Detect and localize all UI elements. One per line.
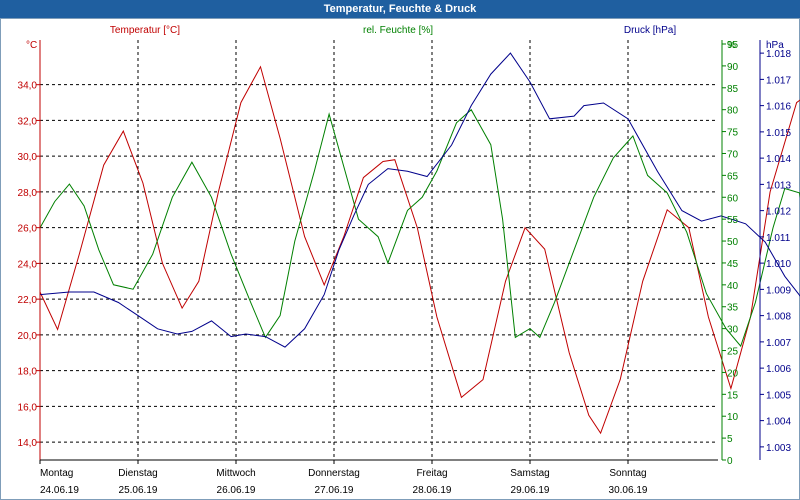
- legend-temperature: Temperatur [°C]: [110, 25, 180, 36]
- pressure-tick-label: 1.011: [766, 233, 791, 244]
- grid-lines: [40, 40, 718, 460]
- temperature-line: [39, 65, 800, 435]
- day-date-label: 25.06.19: [119, 485, 158, 496]
- legend-humidity: rel. Feuchte [%]: [363, 25, 433, 36]
- humidity-tick-label: 45: [727, 259, 739, 270]
- day-name-label: Dienstag: [118, 468, 157, 479]
- day-name-label: Donnerstag: [308, 468, 360, 479]
- humidity-tick-label: 70: [727, 149, 739, 160]
- legend: Temperatur [°C] rel. Feuchte [%] Druck [hP…: [110, 25, 676, 36]
- humidity-tick-label: 20: [727, 368, 739, 379]
- temp-tick-label: 28,0: [18, 188, 38, 199]
- pressure-tick-label: 1.015: [766, 128, 791, 139]
- legend-pressure: Druck [hPa]: [624, 25, 676, 36]
- humidity-tick-label: 95: [727, 40, 739, 51]
- humidity-tick-label: 30: [727, 325, 739, 336]
- time-axis: Montag 24.06.19 Dienstag 25.06.19 Mittwoch 26…: [39, 459, 718, 496]
- temp-tick-label: 32,0: [18, 116, 38, 127]
- chart-title: Temperatur, Feuchte & Druck: [0, 0, 800, 18]
- pressure-tick-label: 1.005: [766, 390, 791, 401]
- humidity-line: [39, 108, 800, 348]
- humidity-tick-label: 10: [727, 412, 739, 423]
- humidity-axis: 0 5 10 15 20 25 30 35 40 45 50 55 60 65 70 75 80 85 90 95%: [721, 40, 739, 467]
- humidity-tick-label: 35: [727, 303, 739, 314]
- humidity-tick-label: 55: [727, 215, 739, 226]
- pressure-tick-label: 1.007: [766, 338, 791, 349]
- temp-tick-label: 16,0: [18, 402, 38, 413]
- humidity-tick-label: 50: [727, 237, 739, 248]
- humidity-tick-label: 65: [727, 171, 739, 182]
- pressure-tick-label: 1.010: [766, 259, 791, 270]
- temp-tick-label: 26,0: [18, 224, 38, 235]
- humidity-tick-label: 75: [727, 128, 739, 139]
- humidity-tick-label: 90: [727, 62, 739, 73]
- humidity-tick-label: 25: [727, 347, 739, 358]
- pressure-unit-label: hPa: [766, 40, 784, 51]
- day-date-label: 30.06.19: [609, 485, 648, 496]
- pressure-tick-label: 1.003: [766, 443, 791, 454]
- pressure-tick-label: 1.018: [766, 49, 791, 60]
- temp-tick-label: 30,0: [18, 152, 38, 163]
- pressure-tick-label: 1.012: [766, 207, 791, 218]
- day-name-label: Freitag: [416, 468, 447, 479]
- day-name-label: Samstag: [510, 468, 549, 479]
- day-date-label: 27.06.19: [315, 485, 354, 496]
- pressure-tick-label: 1.016: [766, 102, 791, 113]
- series-layer: [39, 52, 800, 435]
- temp-tick-label: 24,0: [18, 259, 38, 270]
- temperature-axis: 14,0 16,0 18,0 20,0 22,0 24,0 26,0 28,0 30,0 32,0…: [18, 40, 41, 460]
- pressure-tick-label: 1.009: [766, 285, 791, 296]
- humidity-tick-label: 15: [727, 390, 739, 401]
- day-name-label: Montag: [40, 468, 73, 479]
- temp-tick-label: 18,0: [18, 367, 38, 378]
- day-name-label: Sonntag: [609, 468, 646, 479]
- temp-tick-label: 14,0: [18, 438, 38, 449]
- pressure-axis: 1.003 1.004 1.005 1.006 1.007 1.008 1.009 1.010…: [759, 40, 791, 460]
- humidity-tick-label: 0: [727, 456, 733, 467]
- pressure-tick-label: 1.006: [766, 364, 791, 375]
- pressure-tick-label: 1.013: [766, 180, 791, 191]
- humidity-tick-label: 40: [727, 281, 739, 292]
- temp-tick-label: 22,0: [18, 295, 38, 306]
- pressure-line: [39, 52, 800, 348]
- humidity-unit-label: %: [727, 40, 736, 51]
- day-name-label: Mittwoch: [216, 468, 255, 479]
- day-date-label: 24.06.19: [40, 485, 79, 496]
- temp-tick-label: 20,0: [18, 331, 38, 342]
- temp-tick-label: 34,0: [18, 81, 38, 92]
- humidity-tick-label: 60: [727, 193, 739, 204]
- humidity-tick-label: 80: [727, 106, 739, 117]
- pressure-tick-label: 1.017: [766, 75, 791, 86]
- temp-unit-label: °C: [26, 40, 37, 51]
- humidity-tick-label: 5: [727, 434, 733, 445]
- day-date-label: 29.06.19: [511, 485, 550, 496]
- humidity-tick-label: 85: [727, 84, 739, 95]
- pressure-tick-label: 1.004: [766, 417, 791, 428]
- pressure-tick-label: 1.014: [766, 154, 791, 165]
- pressure-tick-label: 1.008: [766, 312, 791, 323]
- day-date-label: 28.06.19: [413, 485, 452, 496]
- day-date-label: 26.06.19: [217, 485, 256, 496]
